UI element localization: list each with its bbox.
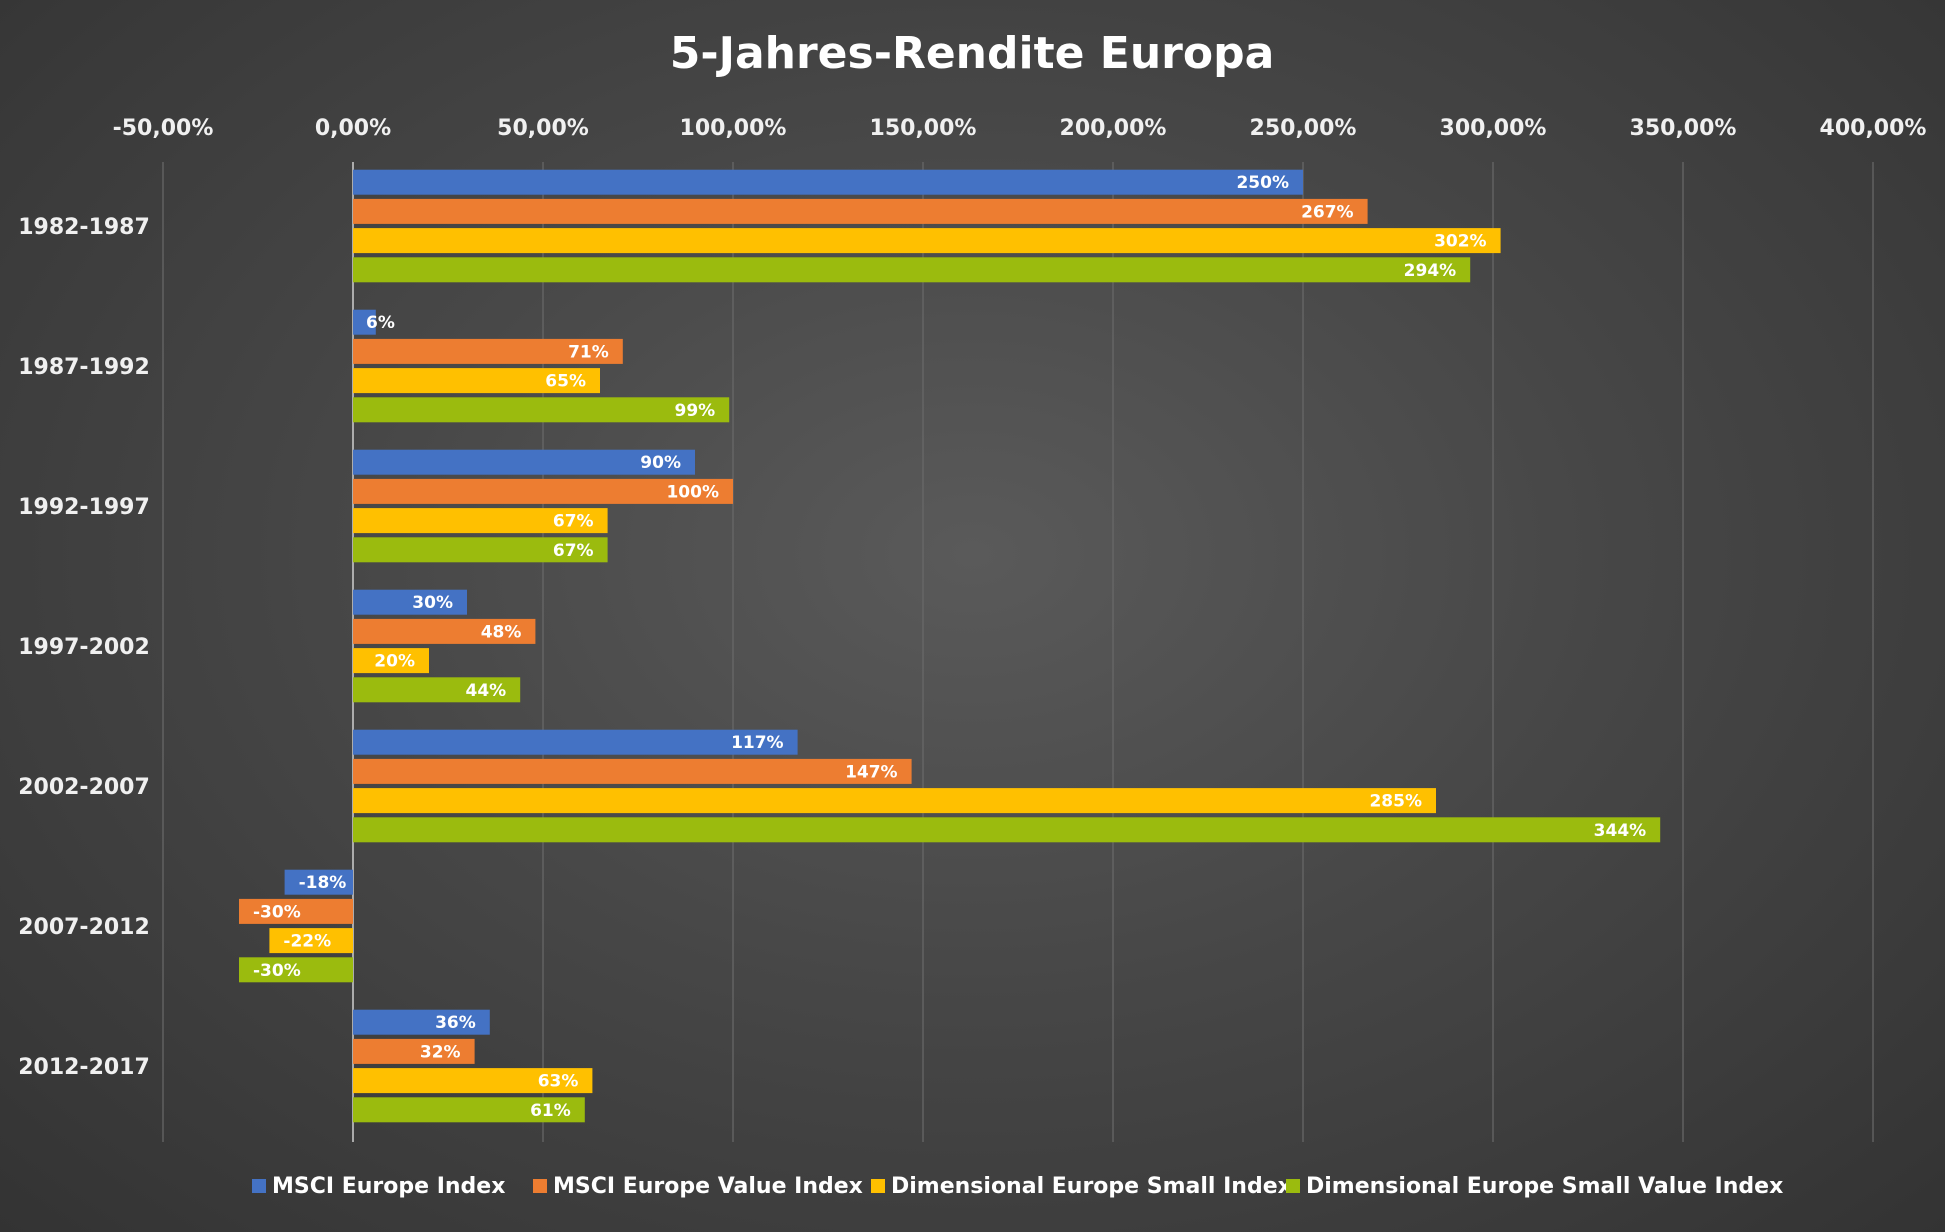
legend-swatch <box>252 1179 266 1193</box>
legend-label: MSCI Europe Index <box>272 1174 505 1199</box>
data-label: 6% <box>366 313 395 333</box>
bar <box>353 1009 490 1035</box>
data-label: 30% <box>412 593 453 613</box>
x-tick-label: -50,00% <box>113 116 214 141</box>
chart-title: 5-Jahres-Rendite Europa <box>670 28 1275 79</box>
category-label: 2002-2007 <box>18 775 150 800</box>
y-axis-categories: 1982-1987 1987-1992 1992-1997 1997-2002 2002… <box>18 215 150 1080</box>
data-label: 117% <box>731 733 784 753</box>
bar <box>353 1038 475 1064</box>
data-labels: 250% 267% 302% 294% 6% 71% 65% 99% 90% 100% 67% 67%… <box>253 173 1646 1121</box>
data-label: 90% <box>640 453 681 473</box>
category-label: 1987-1992 <box>18 355 150 380</box>
data-label: 36% <box>435 1013 476 1033</box>
x-tick-label: 200,00% <box>1060 116 1167 141</box>
x-tick-label: 400,00% <box>1820 116 1927 141</box>
bar <box>353 1097 585 1123</box>
category-label: 1982-1987 <box>18 215 150 240</box>
data-label: -18% <box>299 873 347 893</box>
data-label: -30% <box>253 902 301 922</box>
data-label: 65% <box>545 372 586 392</box>
data-label: 147% <box>845 762 898 782</box>
bar <box>353 257 1471 283</box>
bar <box>353 478 733 504</box>
data-label: 100% <box>666 482 719 502</box>
bar <box>353 788 1436 814</box>
bar <box>353 309 376 335</box>
bar <box>353 589 467 615</box>
data-label: 250% <box>1236 173 1289 193</box>
x-tick-label: 0,00% <box>315 116 391 141</box>
x-tick-label: 100,00% <box>680 116 787 141</box>
data-label: 294% <box>1404 261 1457 281</box>
bar <box>353 169 1303 195</box>
legend-label: Dimensional Europe Small Value Index <box>1306 1174 1783 1199</box>
category-label: 2007-2012 <box>18 915 150 940</box>
bar <box>353 537 608 563</box>
legend-label: Dimensional Europe Small Index <box>891 1174 1292 1199</box>
data-label: 61% <box>530 1101 571 1121</box>
legend-swatch <box>533 1179 547 1193</box>
data-label: 344% <box>1594 821 1647 841</box>
x-tick-label: 50,00% <box>497 116 589 141</box>
bar <box>353 677 521 703</box>
x-axis-ticks: -50,00% 0,00% 50,00% 100,00% 150,00% 200,00% 2… <box>113 116 1927 141</box>
data-label: 267% <box>1301 202 1354 222</box>
data-label: 71% <box>568 342 609 362</box>
legend-label: MSCI Europe Value Index <box>553 1174 863 1199</box>
data-label: -22% <box>283 932 331 952</box>
bars <box>239 169 1661 1123</box>
data-label: 285% <box>1369 792 1422 812</box>
category-label: 1997-2002 <box>18 635 150 660</box>
bar <box>284 869 353 895</box>
bar <box>353 729 798 755</box>
data-label: 48% <box>481 622 522 642</box>
legend-swatch <box>871 1179 885 1193</box>
data-label: 302% <box>1434 232 1487 252</box>
data-label: 67% <box>553 512 594 532</box>
bar <box>353 1068 593 1094</box>
data-label: 63% <box>538 1072 579 1092</box>
x-tick-label: 250,00% <box>1250 116 1357 141</box>
data-label: 44% <box>465 681 506 701</box>
bar <box>353 508 608 534</box>
data-label: 67% <box>553 541 594 561</box>
bar <box>353 449 695 475</box>
bar <box>353 338 623 364</box>
x-tick-label: 300,00% <box>1440 116 1547 141</box>
data-label: -30% <box>253 961 301 981</box>
bar <box>239 957 353 983</box>
bar <box>353 397 730 423</box>
x-tick-label: 150,00% <box>870 116 977 141</box>
data-label: 99% <box>674 401 715 421</box>
bar <box>353 198 1368 224</box>
bar <box>353 228 1501 254</box>
bar <box>353 758 912 784</box>
bar <box>353 817 1661 843</box>
bar <box>353 368 600 394</box>
x-tick-label: 350,00% <box>1630 116 1737 141</box>
category-label: 2012-2017 <box>18 1055 150 1080</box>
bar <box>269 928 353 954</box>
legend: MSCI Europe Index MSCI Europe Value Index… <box>252 1174 1783 1199</box>
category-label: 1992-1997 <box>18 495 150 520</box>
legend-swatch <box>1286 1179 1300 1193</box>
data-label: 32% <box>420 1042 461 1062</box>
data-label: 20% <box>374 652 415 672</box>
bar <box>353 648 429 674</box>
bar <box>353 618 536 644</box>
bar <box>239 898 353 924</box>
